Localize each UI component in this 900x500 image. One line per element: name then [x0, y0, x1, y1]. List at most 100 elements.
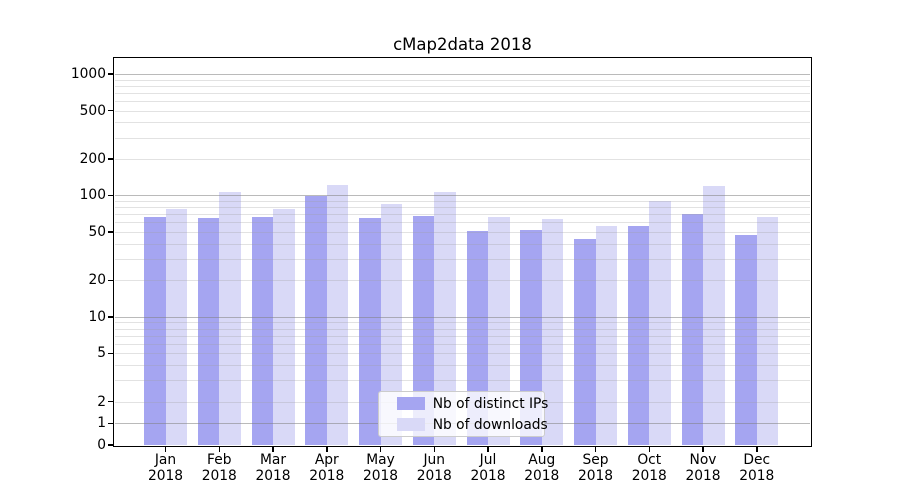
x-tick-label-oct-2018: Oct 2018	[631, 452, 667, 484]
x-tick-label-jul-2018: Jul 2018	[470, 452, 506, 484]
bar-nb-of-downloads-aug-2018	[541, 218, 564, 445]
y-tick-label-20: 20	[88, 272, 106, 289]
x-tick-aug-2018	[541, 446, 543, 452]
x-tick-jan-2018	[164, 446, 167, 452]
bar-nb-of-distinct-ips-nov-2018	[681, 214, 703, 445]
bar-nb-of-downloads-feb-2018	[219, 191, 241, 445]
y-gridline-major-1000	[115, 74, 810, 76]
y-tick-label-5: 5	[97, 345, 106, 362]
x-tick-oct-2018	[648, 446, 650, 452]
bar-nb-of-downloads-jun-2018	[434, 191, 456, 445]
y-tick-2	[108, 400, 114, 403]
legend-label-downloads: Nb of downloads	[432, 416, 548, 433]
y-gridline-minor-700	[115, 92, 810, 94]
y-tick-100	[108, 194, 114, 197]
y-gridline-minor-4	[115, 365, 810, 367]
bar-nb-of-distinct-ips-apr-2018	[305, 195, 327, 445]
y-tick-10	[108, 316, 114, 318]
y-tick-label-1: 1	[97, 415, 106, 432]
bar-nb-of-downloads-apr-2018	[326, 185, 349, 445]
y-gridline-minor-9	[115, 322, 810, 324]
x-tick-label-dec-2018: Dec 2018	[739, 452, 775, 484]
bar-nb-of-downloads-oct-2018	[649, 201, 671, 445]
y-tick-label-1000: 1000	[70, 66, 106, 83]
y-gridline-major-100	[115, 195, 810, 197]
x-tick-dec-2018	[756, 446, 758, 452]
x-tick-jul-2018	[487, 446, 489, 452]
y-gridline-minor-300	[115, 137, 810, 139]
y-tick-label-200: 200	[79, 150, 106, 167]
y-gridline-minor-20	[115, 280, 810, 282]
bar-nb-of-downloads-may-2018	[380, 204, 402, 445]
y-gridline-minor-90	[115, 201, 810, 202]
y-gridline-minor-400	[115, 122, 810, 124]
y-gridline-minor-50	[115, 231, 810, 233]
bar-nb-of-downloads-jul-2018	[488, 216, 510, 445]
y-tick-20	[108, 279, 114, 282]
bar-nb-of-distinct-ips-oct-2018	[627, 226, 650, 445]
legend-label-distinct-ips: Nb of distinct IPs	[432, 395, 549, 412]
bar-nb-of-downloads-dec-2018	[756, 217, 779, 445]
chart-title: cMap2data 2018	[393, 35, 532, 54]
legend: Nb of distinct IPs Nb of downloads	[377, 391, 548, 437]
y-gridline-minor-5	[115, 353, 810, 355]
x-tick-nov-2018	[702, 446, 704, 452]
x-tick-label-may-2018: May 2018	[362, 452, 399, 484]
y-tick-label-100: 100	[79, 187, 106, 204]
bar-nb-of-distinct-ips-mar-2018	[251, 217, 273, 445]
y-gridline-major-10	[115, 316, 810, 318]
legend-item-distinct-ips: Nb of distinct IPs	[396, 396, 548, 411]
x-tick-jun-2018	[433, 446, 435, 452]
y-gridline-minor-7	[115, 335, 810, 337]
bar-nb-of-distinct-ips-dec-2018	[735, 235, 757, 445]
x-tick-label-apr-2018: Apr 2018	[309, 452, 345, 484]
bar-nb-of-distinct-ips-feb-2018	[197, 218, 220, 445]
y-tick-1000	[108, 73, 114, 75]
x-tick-label-feb-2018: Feb 2018	[201, 452, 237, 484]
x-tick-label-sep-2018: Sep 2018	[577, 452, 614, 484]
y-gridline-minor-30	[115, 258, 810, 260]
y-gridline-minor-900	[115, 79, 810, 81]
x-tick-mar-2018	[272, 446, 274, 452]
y-gridline-minor-70	[115, 214, 810, 216]
bar-nb-of-downloads-mar-2018	[273, 208, 295, 445]
x-tick-feb-2018	[218, 446, 220, 452]
y-gridline-minor-3	[115, 380, 810, 382]
y-tick-label-10: 10	[88, 308, 106, 325]
y-tick-label-50: 50	[88, 223, 106, 240]
y-gridline-minor-8	[115, 328, 810, 330]
y-gridline-minor-80	[115, 207, 810, 209]
x-tick-sep-2018	[594, 446, 597, 452]
legend-item-downloads: Nb of downloads	[396, 417, 548, 432]
y-gridline-minor-600	[115, 100, 810, 102]
y-gridline-minor-6	[115, 343, 810, 345]
y-tick-label-0: 0	[97, 437, 106, 453]
y-tick-50	[108, 231, 114, 233]
x-tick-label-mar-2018: Mar 2018	[255, 452, 291, 484]
x-tick-label-jun-2018: Jun 2018	[416, 452, 452, 484]
y-gridline-minor-40	[115, 243, 810, 245]
y-tick-0	[108, 444, 114, 446]
x-tick-label-jan-2018: Jan 2018	[147, 452, 184, 484]
y-tick-500	[108, 109, 114, 112]
bar-nb-of-distinct-ips-sep-2018	[574, 238, 596, 445]
x-tick-label-nov-2018: Nov 2018	[685, 452, 721, 484]
y-gridline-minor-800	[115, 85, 810, 87]
bar-nb-of-downloads-jan-2018	[165, 208, 187, 445]
y-tick-200	[108, 158, 114, 160]
legend-swatch-distinct-ips	[396, 396, 425, 411]
bar-nb-of-downloads-nov-2018	[703, 186, 725, 445]
y-tick-1	[108, 422, 114, 425]
bar-nb-of-distinct-ips-jan-2018	[144, 217, 166, 445]
y-tick-label-2: 2	[97, 393, 106, 410]
x-tick-apr-2018	[326, 446, 328, 452]
y-tick-5	[108, 352, 114, 355]
legend-swatch-downloads	[396, 417, 425, 432]
bar-nb-of-distinct-ips-may-2018	[359, 218, 381, 445]
x-tick-may-2018	[379, 446, 382, 452]
y-gridline-minor-200	[115, 158, 810, 160]
bar-nb-of-downloads-sep-2018	[595, 226, 617, 445]
bar-nb-of-distinct-ips-jun-2018	[412, 215, 435, 445]
y-tick-label-500: 500	[79, 102, 106, 119]
